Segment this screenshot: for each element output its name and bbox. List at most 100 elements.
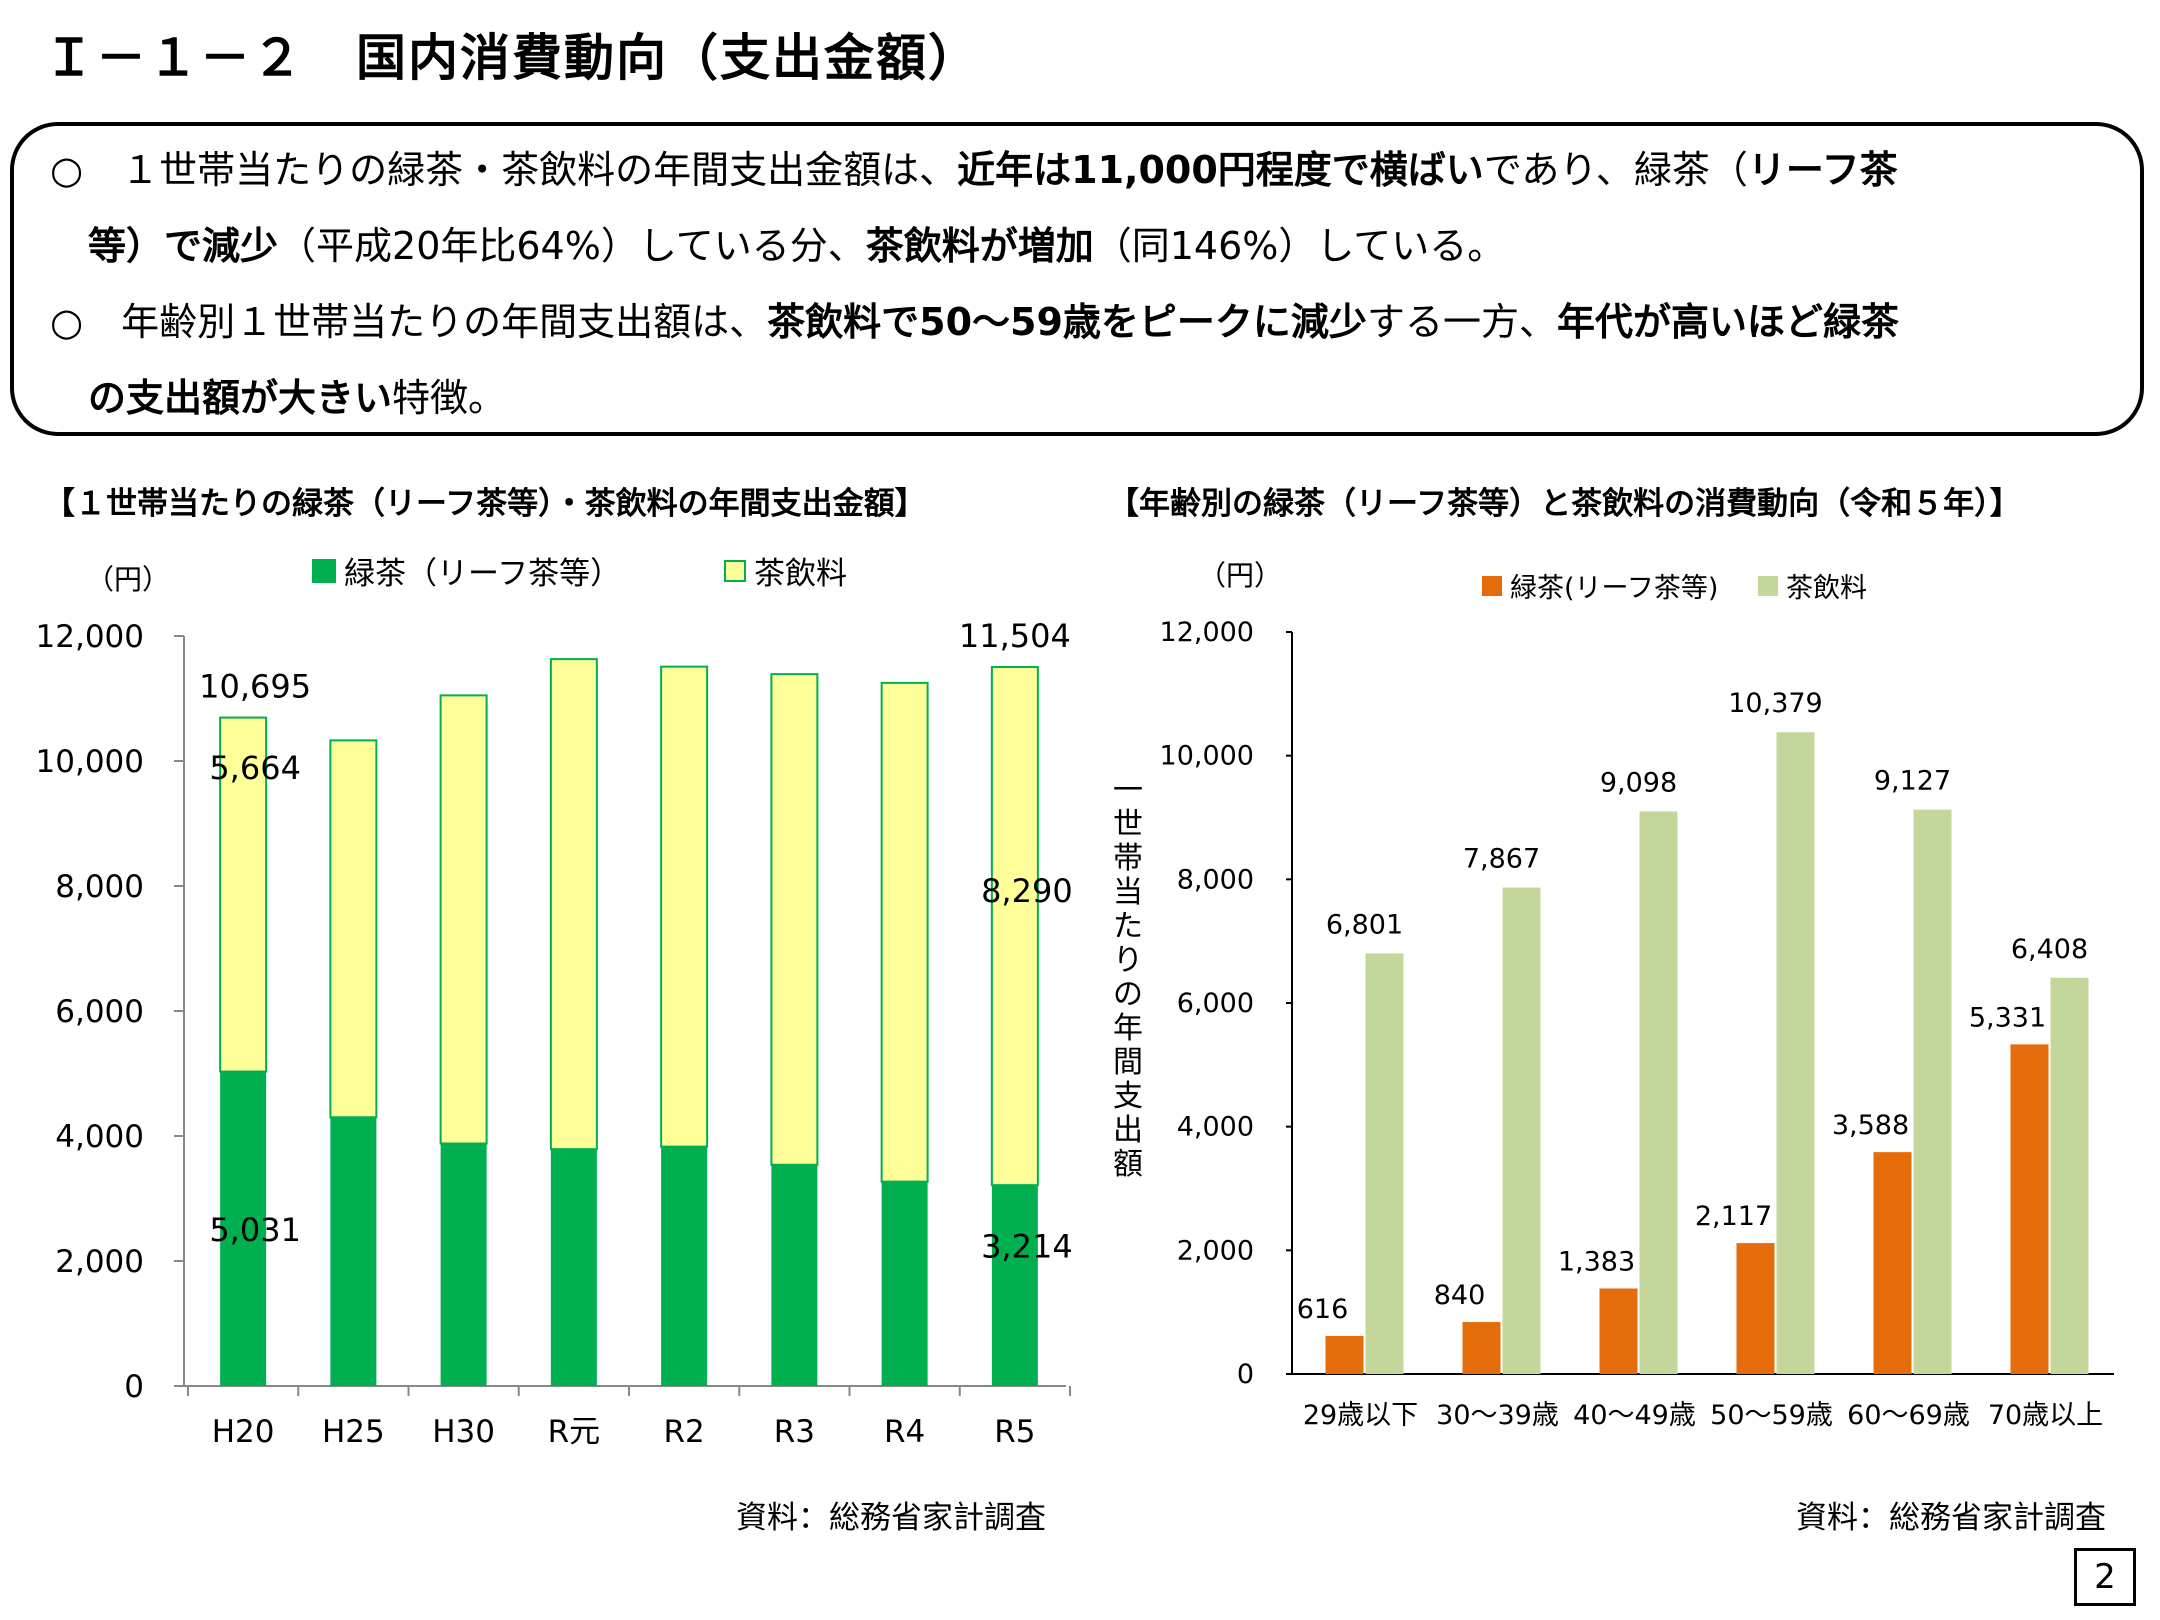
right-x-tick-label: 60～69歳: [1847, 1400, 1970, 1431]
right-bar-green-tea: [1736, 1243, 1775, 1374]
page-number: 2: [2074, 1548, 2136, 1606]
left-bar-green-tea: [550, 1149, 597, 1386]
right-tea-drinks-value-label: 6,408: [2011, 934, 2088, 965]
left-bar-green-tea: [661, 1146, 708, 1386]
right-bar-tea-drinks: [1502, 887, 1541, 1374]
right-green-tea-value-label: 840: [1434, 1280, 1486, 1311]
left-bar-tea-drinks: [219, 716, 268, 1073]
summary-emphasis: 等）で減少: [88, 224, 279, 268]
legend-label: 緑茶(リーフ茶等): [1510, 573, 1719, 604]
legend-swatch: [724, 559, 746, 582]
summary-line-4: の支出額が大きい特徴。: [88, 376, 506, 422]
summary-text: する一方、: [1366, 300, 1557, 344]
summary-line-1: ○ １世帯当たりの緑茶・茶飲料の年間支出金額は、近年は11,000円程度で横ばい…: [50, 148, 1898, 194]
left-y-tick-label: 2,000: [55, 1244, 144, 1280]
left-bar-green-tea: [771, 1164, 818, 1386]
summary-text: （平成20年比64%）している分、: [278, 224, 866, 268]
left-total-label: 11,504: [959, 617, 1071, 655]
right-bar-green-tea: [1325, 1335, 1364, 1374]
right-bar-green-tea: [1873, 1152, 1912, 1374]
left-chart-title: 【１世帯当たりの緑茶（リーフ茶等）・茶飲料の年間支出金額】: [44, 486, 926, 522]
left-x-tick-label: R3: [774, 1414, 815, 1450]
right-tea-drinks-value-label: 7,867: [1463, 844, 1540, 875]
right-bar-tea-drinks: [1365, 953, 1404, 1374]
summary-text: ○ 年齢別１世帯当たりの年間支出額は、: [50, 300, 768, 344]
legend-swatch: [1758, 575, 1778, 596]
left-source-note: 資料：総務省家計調査: [736, 1500, 1046, 1536]
left-bar-tea-drinks: [660, 665, 709, 1148]
legend-swatch: [312, 558, 336, 583]
right-y-tick-label: 6,000: [1177, 988, 1254, 1019]
left-tea-drinks-value-label: 8,290: [981, 872, 1073, 910]
left-legend-item-tea-drinks: 茶飲料: [724, 548, 847, 593]
right-bar-green-tea: [2010, 1044, 2049, 1374]
page-title: Ｉ－１－２ 国内消費動向（支出金額）: [44, 29, 980, 87]
right-source-note: 資料：総務省家計調査: [1796, 1500, 2106, 1536]
right-y-title-char: 出: [1113, 1113, 1143, 1148]
left-y-tick-label: 0: [124, 1369, 144, 1405]
legend-label: 茶飲料: [1786, 573, 1867, 604]
left-bar-green-tea: [330, 1117, 377, 1386]
right-bar-tea-drinks: [2050, 977, 2089, 1374]
summary-emphasis: 年代が高いほど緑茶: [1556, 300, 1899, 344]
right-legend-item-green-tea: 緑茶(リーフ茶等): [1482, 566, 1718, 605]
legend-label: 茶飲料: [754, 556, 847, 592]
right-y-title-char: 額: [1113, 1147, 1143, 1182]
summary-emphasis: リーフ茶: [1747, 148, 1898, 192]
left-bar-tea-drinks: [439, 694, 488, 1145]
right-tea-drinks-value-label: 9,098: [1600, 767, 1677, 798]
right-y-title-char: 当: [1113, 875, 1143, 910]
left-x-tick-label: R2: [663, 1414, 704, 1450]
right-y-tick-label: 8,000: [1177, 864, 1254, 895]
right-y-title-char: 間: [1113, 1045, 1143, 1080]
right-y-title-char: 年: [1113, 1011, 1143, 1046]
left-bar-tea-drinks: [329, 739, 378, 1119]
left-legend-item-green-tea: 緑茶（リーフ茶等）: [312, 548, 621, 593]
right-tea-drinks-value-label: 10,379: [1728, 688, 1822, 719]
left-bar-green-tea: [220, 1071, 267, 1386]
left-y-tick-label: 6,000: [55, 994, 144, 1030]
right-green-tea-value-label: 3,588: [1832, 1110, 1909, 1141]
summary-line-3: ○ 年齢別１世帯当たりの年間支出額は、茶飲料で50～59歳をピークに減少する一方…: [50, 300, 1899, 346]
right-tea-drinks-value-label: 9,127: [1874, 766, 1951, 797]
left-bar-tea-drinks: [770, 673, 819, 1166]
summary-emphasis: の支出額が大きい: [88, 376, 393, 420]
left-y-tick-label: 10,000: [36, 744, 144, 780]
right-bar-green-tea: [1462, 1322, 1501, 1374]
left-bar-green-tea: [991, 1185, 1038, 1386]
right-y-title-char: 一: [1113, 773, 1143, 808]
right-y-title-char: た: [1113, 909, 1143, 944]
left-green-tea-value-label: 3,214: [981, 1227, 1073, 1265]
right-green-tea-value-label: 1,383: [1558, 1246, 1635, 1277]
right-y-tick-label: 10,000: [1160, 741, 1254, 772]
left-total-label: 10,695: [199, 668, 311, 706]
right-y-tick-label: 4,000: [1177, 1112, 1254, 1143]
right-y-tick-label: 12,000: [1160, 617, 1254, 648]
summary-emphasis: 近年は11,000円程度で横ばい: [957, 148, 1484, 192]
summary-text: （同146%）している。: [1093, 224, 1506, 268]
right-green-tea-value-label: 616: [1297, 1294, 1349, 1325]
right-y-title-char: 帯: [1113, 841, 1143, 876]
left-y-tick-label: 12,000: [36, 619, 144, 655]
right-x-tick-label: 29歳以下: [1303, 1400, 1418, 1431]
right-green-tea-value-label: 5,331: [1969, 1002, 2046, 1033]
right-y-unit: （円）: [1198, 559, 1283, 592]
right-green-tea-value-label: 2,117: [1695, 1201, 1772, 1232]
right-x-tick-label: 70歳以上: [1988, 1400, 2103, 1431]
right-y-title-char: り: [1113, 943, 1143, 978]
right-bar-green-tea: [1599, 1288, 1638, 1374]
summary-box: [10, 122, 2144, 436]
left-bar-tea-drinks: [549, 658, 598, 1151]
left-bar-tea-drinks: [990, 666, 1039, 1187]
summary-line-2: 等）で減少（平成20年比64%）している分、茶飲料が増加（同146%）している。: [88, 224, 1505, 270]
right-x-tick-label: 30～39歳: [1436, 1400, 1559, 1431]
right-tea-drinks-value-label: 6,801: [1326, 909, 1403, 940]
summary-text: であり、緑茶（: [1483, 148, 1748, 192]
right-legend-item-tea-drinks: 茶飲料: [1758, 566, 1867, 605]
left-y-tick-label: 8,000: [55, 869, 144, 905]
left-green-tea-value-label: 5,031: [209, 1211, 301, 1249]
left-x-tick-label: R元: [548, 1414, 601, 1450]
summary-emphasis: 茶飲料で50～59歳をピークに減少: [767, 300, 1367, 344]
left-x-tick-label: R5: [994, 1414, 1035, 1450]
